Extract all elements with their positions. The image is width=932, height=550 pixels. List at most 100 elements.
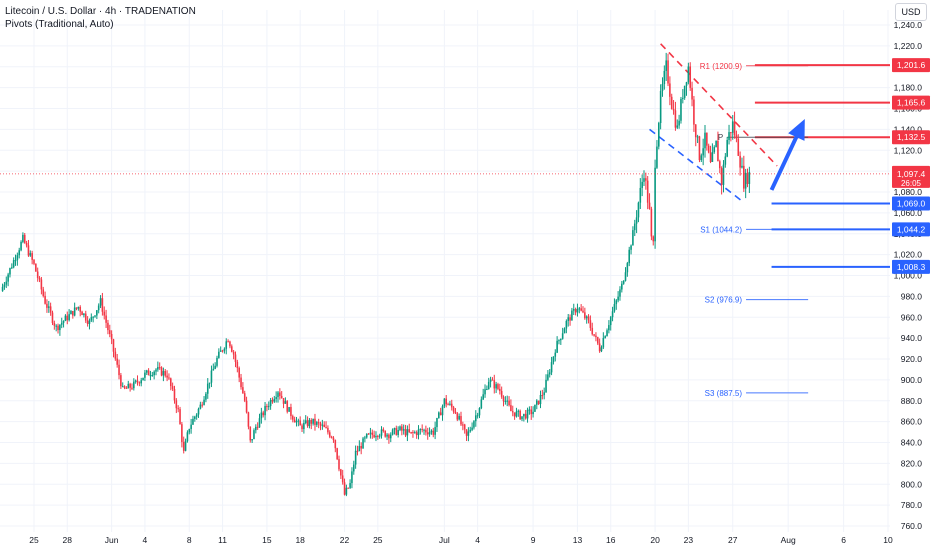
candle	[16, 252, 19, 266]
candle	[94, 315, 96, 318]
candle	[430, 429, 433, 435]
candle-body	[127, 383, 130, 389]
channel-upper-line	[660, 43, 778, 167]
level-price-tag	[892, 130, 930, 145]
candle	[262, 410, 265, 418]
candle-body	[22, 234, 24, 242]
candle-body	[439, 412, 442, 416]
candle	[11, 263, 13, 270]
candle	[343, 478, 346, 496]
candle-body	[73, 307, 76, 316]
candle-body	[739, 155, 741, 168]
candle-body	[452, 407, 455, 412]
candle-body	[129, 383, 131, 388]
candle	[733, 111, 736, 139]
candle-body	[194, 416, 196, 419]
candle	[439, 407, 442, 416]
candle	[682, 89, 684, 104]
y-tick-label: 900.0	[901, 375, 923, 385]
candle-body	[38, 277, 41, 280]
level-price-label: 1,008.3	[897, 262, 926, 272]
candle-body	[269, 399, 272, 407]
candle-body	[421, 429, 423, 431]
candle	[182, 436, 185, 454]
candle-body	[64, 315, 67, 321]
candle	[571, 307, 573, 321]
candle	[478, 407, 481, 419]
candle-body	[467, 431, 470, 436]
time-axis[interactable]: 25 28 Jun 4 8 11 15 18 22 25 Jul 4 9 13 16 20 23 27 Aug 6 10	[0, 532, 893, 550]
candle-body	[585, 316, 588, 319]
candle-body	[312, 418, 314, 424]
candle	[340, 468, 342, 479]
candle-body	[301, 425, 303, 430]
candle	[230, 344, 233, 353]
candle	[31, 250, 33, 265]
candle	[314, 413, 316, 431]
candle-body	[33, 259, 35, 264]
candle	[545, 374, 547, 393]
candle-body	[319, 423, 322, 426]
candle-body	[499, 388, 501, 391]
candle	[22, 232, 24, 244]
candle-body	[138, 382, 141, 384]
candle-body	[493, 380, 496, 389]
candle	[107, 319, 109, 335]
candle	[173, 385, 176, 404]
candle-body	[428, 432, 431, 435]
candle	[192, 415, 194, 425]
y-tick-label: 820.0	[901, 458, 923, 468]
candle-body	[327, 427, 329, 433]
candle-body	[463, 424, 466, 430]
candle-body	[271, 399, 274, 402]
candle	[656, 140, 658, 169]
candle	[336, 447, 338, 461]
candle-body	[377, 435, 379, 437]
candle-body	[101, 298, 104, 312]
candle	[234, 351, 237, 368]
candle	[672, 100, 675, 115]
candle	[380, 426, 383, 439]
candle-body	[487, 381, 490, 390]
candle-body	[72, 311, 74, 316]
candle-body	[352, 464, 355, 472]
candle-body	[334, 440, 337, 449]
candle	[112, 338, 115, 358]
candle	[218, 348, 220, 359]
candle-body	[306, 420, 309, 427]
candle-body	[190, 424, 192, 429]
candle	[413, 430, 416, 434]
candle	[99, 295, 102, 309]
candle-body	[145, 370, 148, 373]
candle	[44, 291, 46, 305]
candle	[691, 81, 693, 107]
candle	[297, 418, 300, 427]
candle	[630, 244, 632, 255]
price-axis[interactable]: 760.0 780.0 800.0 820.0 840.0 860.0 880.0 900.0…	[890, 0, 932, 550]
candle	[539, 390, 542, 409]
candle	[238, 366, 240, 383]
candle-body	[131, 387, 133, 389]
last-price-label: 1,097.4	[897, 169, 926, 179]
currency-button[interactable]: USD	[895, 3, 927, 21]
candle	[513, 412, 516, 420]
candle-body	[402, 429, 405, 431]
candle-body	[258, 418, 261, 428]
candle	[526, 407, 529, 423]
candle	[561, 327, 564, 340]
candle-body	[696, 136, 699, 138]
x-tick-label: 13	[573, 535, 583, 545]
candle	[118, 359, 120, 380]
candle-body	[23, 234, 26, 243]
candle	[14, 254, 17, 266]
candle	[205, 391, 207, 403]
candle	[247, 411, 250, 430]
candle-body	[153, 371, 155, 376]
candle	[495, 381, 497, 394]
candle	[399, 425, 401, 432]
candle	[635, 210, 638, 234]
candle	[535, 399, 538, 410]
candle-body	[552, 356, 555, 363]
candle	[402, 424, 405, 435]
